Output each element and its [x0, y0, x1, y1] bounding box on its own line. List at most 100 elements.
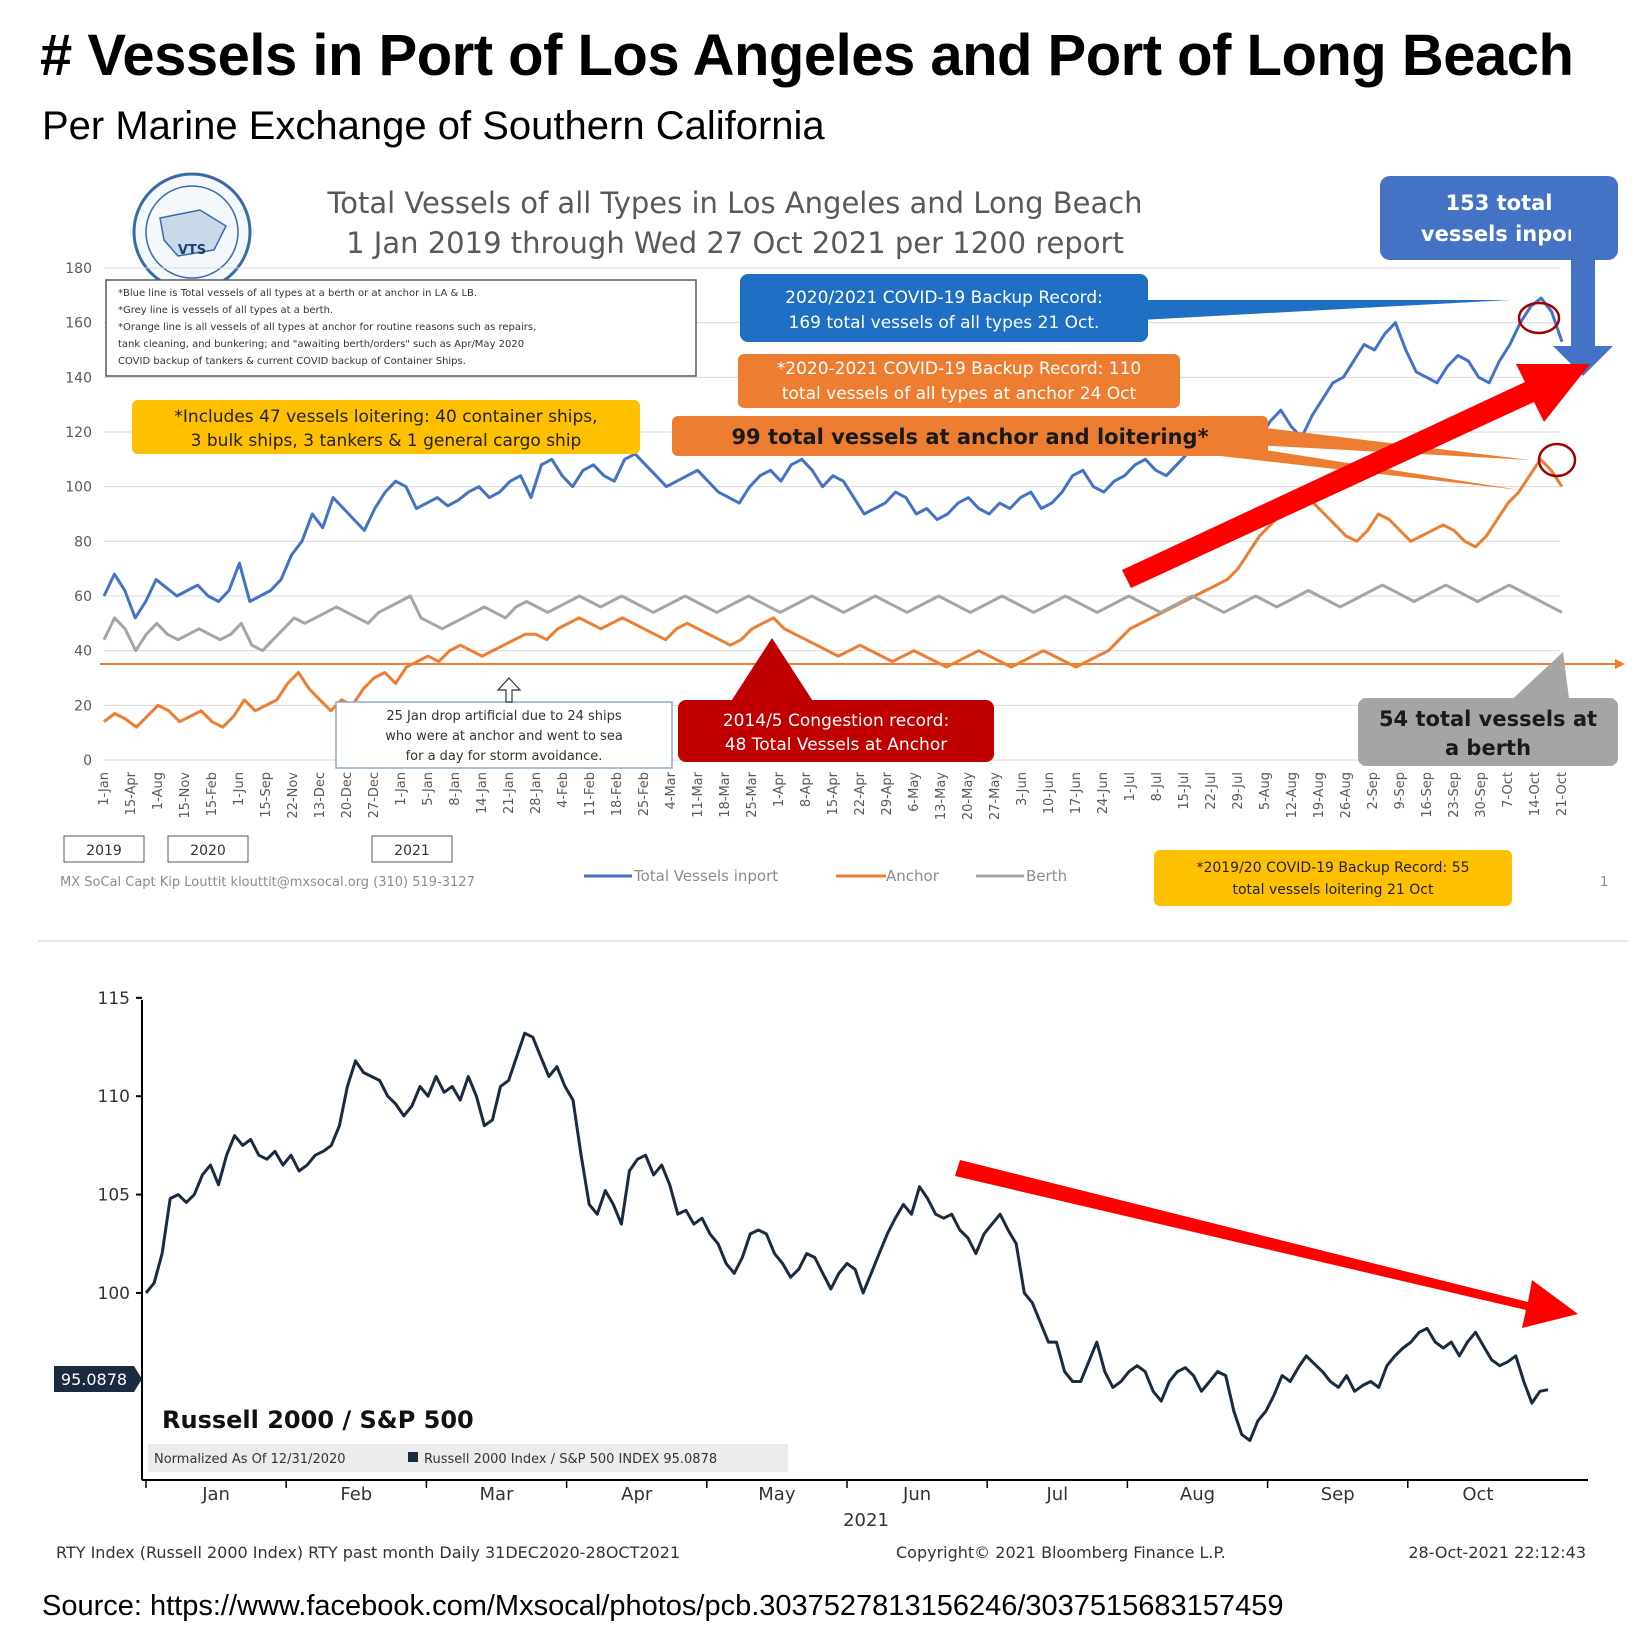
x-tick-label: 20-Dec	[340, 772, 355, 818]
x-tick-label: 29-Apr	[880, 771, 895, 815]
x-tick-label: 18-Mar	[718, 771, 733, 817]
ratio-series	[144, 1031, 1549, 1442]
x-tick-label: 30-Sep	[1474, 772, 1489, 818]
year-labels: 2019 2020 2021	[63, 835, 453, 863]
x-tick-label: 27-Dec	[367, 772, 382, 818]
x-tick-label: 21-Jan	[502, 772, 517, 814]
covid-anchor-line: *2020-2021 COVID-19 Backup Record: 110	[777, 359, 1141, 379]
loiter-2019-line: *2019/20 COVID-19 Backup Record: 55	[1196, 860, 1469, 876]
x-tick-label: 5-Jan	[421, 772, 436, 806]
y-tick-label: 20	[74, 698, 92, 714]
x-tick-label: 9-Sep	[1393, 772, 1408, 809]
legend-entry: Russell 2000 Index / S&P 500 INDEX 95.08…	[424, 1452, 717, 1467]
loitering-callout: *Includes 47 vessels loitering: 40 conta…	[132, 400, 640, 454]
legend-note-line: tank cleaning, and bunkering; and "await…	[118, 339, 524, 350]
x-tick-label: 28-Jan	[529, 772, 544, 814]
y-tick-label: 110	[98, 1087, 130, 1107]
downtrend-arrow	[955, 1160, 1578, 1328]
chart-credit: MX SoCal Capt Kip Louttit klouttit@mxsoc…	[60, 875, 475, 890]
x-tick-label: 18-Feb	[610, 772, 625, 816]
x-year-label: 2021	[843, 1510, 889, 1531]
year-label: 2021	[394, 843, 430, 859]
x-tick-label: 3-Jun	[1015, 772, 1030, 806]
x-tick-label: 15-Feb	[205, 772, 220, 816]
x-tick-label: 8-Jul	[1150, 772, 1165, 801]
x-tick-label: 11-Mar	[691, 771, 706, 817]
covid-anchor-callout: *2020-2021 COVID-19 Backup Record: 110 t…	[738, 354, 1180, 408]
x-tick-label: 22-Jul	[1204, 772, 1219, 810]
last-value-label: 95.0878	[61, 1370, 127, 1389]
x-tick-label: 1-Jul	[1123, 772, 1138, 801]
x-tick-label: May	[758, 1484, 796, 1505]
series-line-anchor	[103, 457, 1564, 729]
jan-drop-note: 25 Jan drop artificial due to 24 ships w…	[335, 677, 673, 769]
footer-left: RTY Index (Russell 2000 Index) RTY past …	[56, 1543, 680, 1562]
y-tick-label: 105	[98, 1186, 130, 1206]
x-tick-label: 19-Aug	[1312, 772, 1327, 818]
year-label: 2019	[86, 843, 122, 859]
x-tick-label: 8-Jan	[448, 772, 463, 806]
x-tick-label: 25-Feb	[637, 772, 652, 816]
x-tick-label: 26-Aug	[1339, 772, 1354, 818]
x-tick-label: Feb	[340, 1484, 372, 1505]
berth-total-line: a berth	[1445, 736, 1531, 760]
total-inport-line: 153 total	[1445, 191, 1552, 215]
last-value-tag: 95.0878	[54, 1366, 142, 1392]
x-tick-label: Aug	[1180, 1484, 1215, 1505]
loiter-2019-line: total vessels loitering 21 Oct	[1233, 882, 1434, 898]
x-tick-label: Apr	[621, 1484, 653, 1505]
bloomberg-footer: RTY Index (Russell 2000 Index) RTY past …	[56, 1543, 1586, 1562]
x-tick-label: 27-May	[988, 772, 1003, 820]
ratio-chart-title: Russell 2000 / S&P 500	[162, 1406, 474, 1434]
x-axis-ticks: 1-Jan 15-Apr 1-Aug 15-Nov 15-Feb 1-Jun 15-Sep 2…	[97, 771, 1570, 820]
x-tick-label: 10-Jun	[1042, 772, 1057, 814]
page-number: 1	[1600, 875, 1608, 890]
y-tick-label: 140	[65, 370, 92, 386]
legend-berth: Berth	[1026, 867, 1067, 885]
loiter-2019-callout: *2019/20 COVID-19 Backup Record: 55 tota…	[1154, 850, 1512, 906]
y-tick-label: 100	[65, 480, 92, 496]
x-tick-label: 25-Mar	[745, 771, 760, 817]
x-tick-label: 13-May	[934, 772, 949, 820]
total-peak-circle	[1517, 301, 1561, 335]
footer-right: 28-Oct-2021 22:12:43	[1408, 1543, 1586, 1562]
series-line-berth	[102, 583, 1563, 653]
ratio-chart: 100 105 110 115 Jan Feb Mar Apr May Jun Jul Aug Sep…	[54, 989, 1588, 1531]
x-tick-label: 1-Apr	[772, 771, 787, 807]
footer-center: Copyright© 2021 Bloomberg Finance L.P.	[896, 1543, 1226, 1562]
year-label: 2020	[190, 843, 226, 859]
anchor-loitering-callout: 99 total vessels at anchor and loitering…	[672, 416, 1530, 490]
x-tick-label: 16-Sep	[1420, 772, 1435, 818]
y-tick-label: 115	[98, 989, 130, 1009]
x-tick-label: 23-Sep	[1447, 772, 1462, 818]
x-tick-label: 1-Jan	[97, 772, 112, 806]
x-tick-label: 14-Oct	[1528, 772, 1543, 816]
covid-anchor-line: total vessels of all types at anchor 24 …	[782, 384, 1137, 404]
series-line-ratio	[144, 1031, 1549, 1442]
legend-note: Normalized As Of 12/31/2020	[154, 1452, 346, 1467]
legend-note-line: COVID backup of tankers & current COVID …	[118, 356, 466, 367]
y-axis-ticks: 0 20 40 60 80 100 120 140 160 180	[65, 261, 92, 769]
x-tick-label: 2-Sep	[1366, 772, 1381, 809]
covid-total-line: 169 total vessels of all types 21 Oct.	[789, 313, 1100, 333]
x-tick-label: 12-Aug	[1285, 772, 1300, 818]
chart-subtitle: 1 Jan 2019 through Wed 27 Oct 2021 per 1…	[346, 226, 1124, 260]
x-tick-label: 15-Apr	[826, 771, 841, 815]
x-axis-ticks: Jan Feb Mar Apr May Jun Jul Aug Sep Oct	[145, 1480, 1493, 1505]
x-tick-label: 1-Aug	[151, 772, 166, 810]
page-title: # Vessels in Port of Los Angeles and Por…	[40, 23, 1574, 88]
x-tick-label: Mar	[480, 1484, 515, 1505]
congestion-line: 48 Total Vessels at Anchor	[725, 735, 947, 755]
x-tick-label: Jan	[201, 1484, 230, 1505]
x-tick-label: 1-Jan	[394, 772, 409, 806]
x-tick-label: Jun	[902, 1484, 931, 1505]
total-inport-callout: 153 total vessels inpor	[1380, 176, 1618, 376]
series-legend: Total Vessels inport Anchor Berth	[584, 867, 1067, 885]
chart-title: Total Vessels of all Types in Los Angele…	[326, 186, 1142, 220]
series-line-total-vessels-inport	[102, 296, 1564, 620]
source-link[interactable]: Source: https://www.facebook.com/Mxsocal…	[42, 1590, 1284, 1622]
berth-total-line: 54 total vessels at	[1379, 707, 1597, 731]
jan-drop-line: 25 Jan drop artificial due to 24 ships	[386, 709, 622, 724]
congestion-line: 2014/5 Congestion record:	[723, 711, 949, 731]
x-tick-label: 15-Sep	[259, 772, 274, 818]
